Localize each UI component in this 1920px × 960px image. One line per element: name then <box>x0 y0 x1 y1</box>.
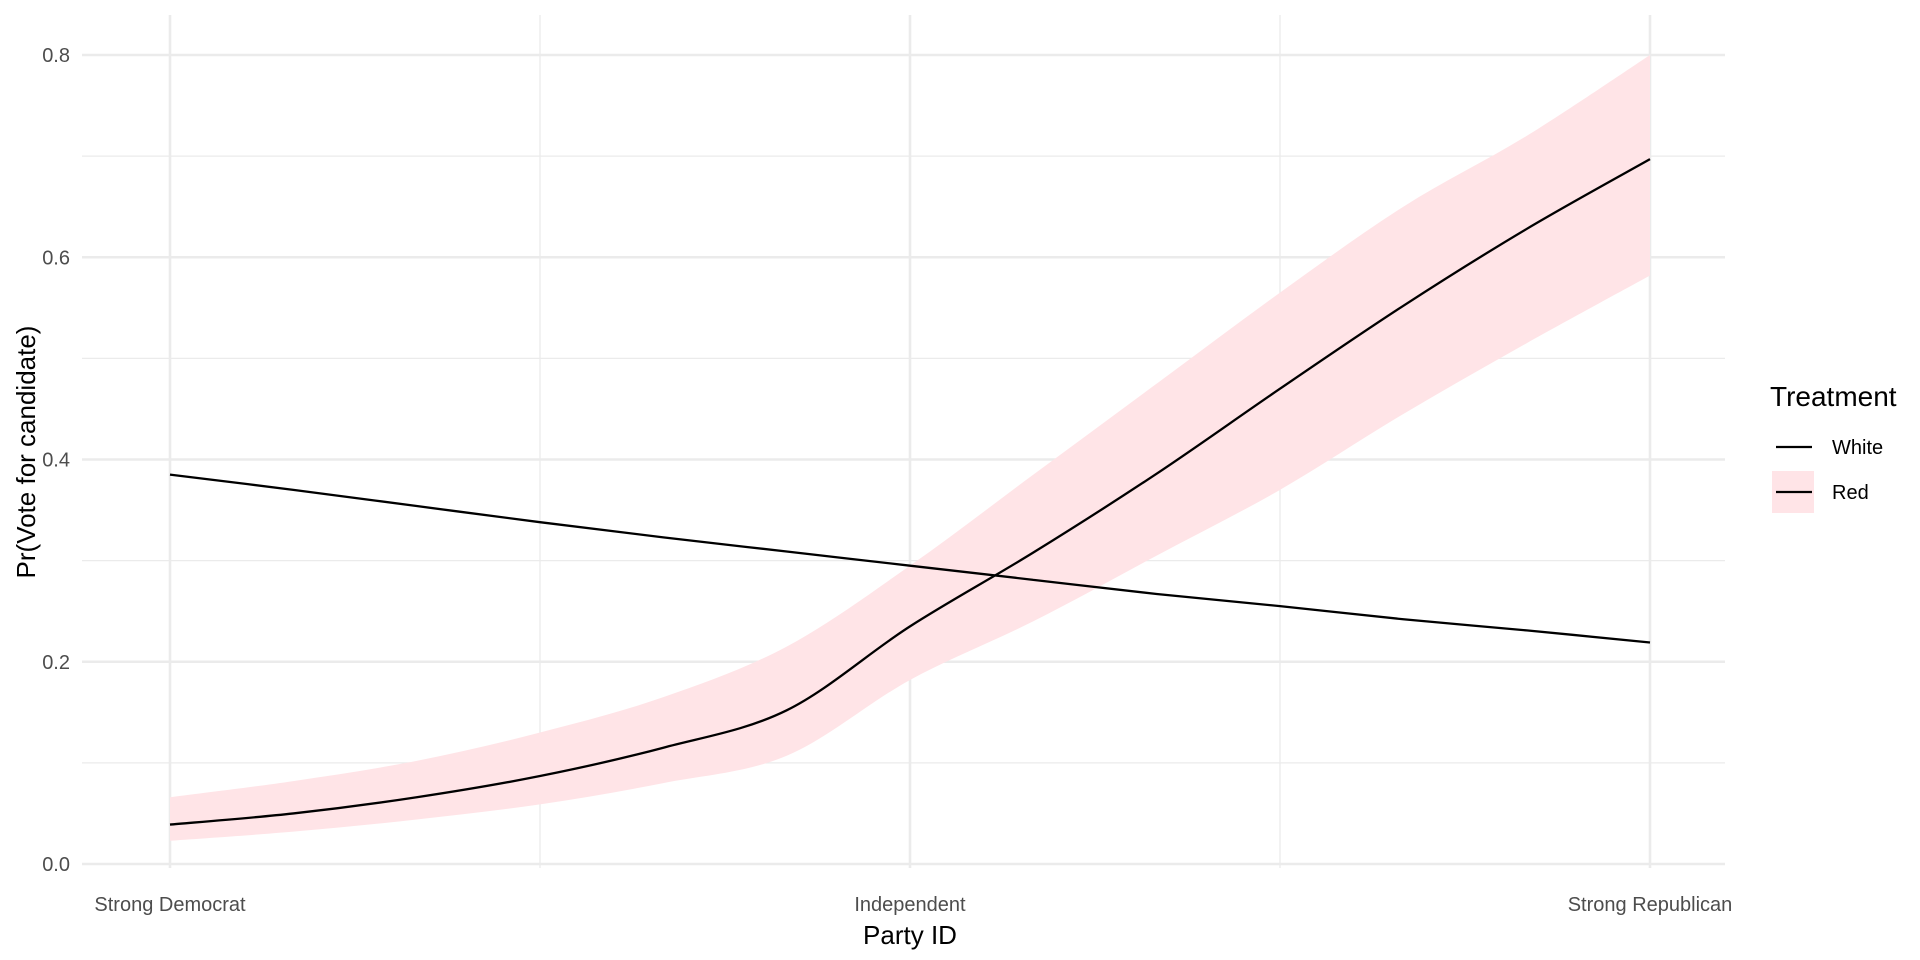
x-tick-label: Strong Democrat <box>94 894 246 916</box>
y-tick-label: 0.8 <box>42 45 70 67</box>
y-tick-label: 0.6 <box>42 247 70 269</box>
y-axis-title: Pr(Vote for candidate) <box>11 326 41 579</box>
series-lines <box>169 158 1651 826</box>
legend-label-red: Red <box>1832 482 1869 504</box>
legend: Treatment White Red <box>1770 381 1897 513</box>
x-tick-label: Independent <box>854 894 966 916</box>
x-axis-title: Party ID <box>863 920 957 950</box>
legend-item-white: White <box>1776 437 1883 459</box>
legend-label-white: White <box>1832 437 1883 459</box>
series-line-white <box>169 473 1651 644</box>
x-axis-ticks: Strong Democrat Independent Strong Republi… <box>94 894 1732 916</box>
series-line-red <box>169 158 1651 826</box>
y-tick-label: 0.0 <box>42 854 70 876</box>
y-tick-label: 0.2 <box>42 652 70 674</box>
y-tick-label: 0.4 <box>42 450 70 472</box>
legend-title: Treatment <box>1770 381 1897 412</box>
y-axis-ticks: 0.0 0.2 0.4 0.6 0.8 <box>42 45 70 876</box>
legend-item-red: Red <box>1772 471 1869 513</box>
x-tick-label: Strong Republican <box>1568 894 1733 916</box>
